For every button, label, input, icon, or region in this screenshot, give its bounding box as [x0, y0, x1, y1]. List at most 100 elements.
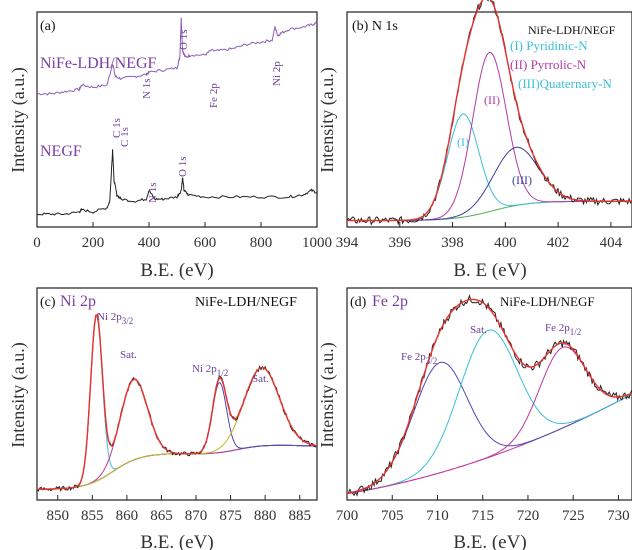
- panel-a-x-ticks: 0 200 400 600 800 1000: [33, 222, 332, 251]
- panel-b-xlabel: B. E (eV): [453, 260, 526, 281]
- panel-d-x-tick-label-2: 710: [426, 508, 449, 524]
- panel-b-ylabel: Intensity (a.u.): [317, 67, 338, 172]
- panel-b-series: [346, 0, 632, 226]
- panel-c-xlabel: B.E. (eV): [140, 532, 213, 550]
- panel-a-peak-c1s-bottom: C 1s: [119, 127, 131, 147]
- panel-a-ylabel: Intensity (a.u.): [8, 67, 29, 172]
- panel-a-peak-c1s-top: C 1s: [111, 118, 123, 138]
- panel-c-peak-ni2p32-sub: 3/2: [122, 316, 134, 326]
- panel-c-peak-ni2p12: Ni 2p1/2: [192, 363, 228, 378]
- panel-c-peak-ni2p32-main: Ni 2p: [97, 311, 122, 323]
- panel-c-peak-ni2p12-sub: 1/2: [217, 368, 229, 378]
- panel-d-peak-sat: Sat.: [470, 324, 487, 336]
- panel-a-survey: 0 200 400 600 800 1000 (a) NiFe-LDH/NEGF NEGF…: [8, 11, 332, 281]
- panel-d-element: Fe 2p: [372, 293, 408, 310]
- panel-b-title: NiFe-LDH/NEGF: [528, 23, 616, 37]
- panel-a-series: [36, 17, 318, 216]
- panel-a-series-line-1: [36, 149, 318, 216]
- panel-a-peak-n1s-bottom: N 1s: [147, 183, 159, 203]
- panel-c-x-tick-label-5: 875: [219, 508, 242, 524]
- panel-d-peak-fe2p32: Fe 2p3/2: [401, 351, 437, 366]
- panel-d-peak-fe2p32-main: Fe 2p: [401, 351, 426, 363]
- panel-c-component-1: [36, 378, 317, 490]
- panel-a-peak-fe2p-top: Fe 2p: [208, 83, 220, 108]
- panel-a-series-line-0: [36, 17, 318, 96]
- panel-b-x-ticks: 394 396 398 400 402 404: [336, 222, 623, 251]
- panel-c-peak-ni2p32: Ni 2p3/2: [97, 311, 133, 326]
- panel-c-background: [36, 444, 317, 490]
- panel-d-component-0: [346, 361, 632, 494]
- panel-a-x-tick-label-0: 0: [33, 235, 41, 251]
- panel-c-axes-frame: [36, 287, 318, 501]
- panel-d-x-ticks: 700 705 710 715 720 725 730: [336, 495, 630, 524]
- panel-d-title: NiFe-LDH/NEGF: [500, 294, 595, 309]
- panel-d-ylabel: Intensity (a.u.): [317, 342, 338, 447]
- panel-a-peak-ni2p-top: Ni 2p: [271, 61, 283, 86]
- panel-a-series-label-bottom: NEGF: [40, 143, 82, 160]
- panel-a-x-tick-label-4: 800: [250, 235, 273, 251]
- panel-c-x-tick-label-1: 855: [81, 508, 104, 524]
- panel-d-x-tick-label-4: 720: [517, 508, 540, 524]
- panel-b-legend-quaternary: (III)Quaternary-N: [518, 76, 612, 91]
- panel-a-label: (a): [40, 19, 56, 34]
- panel-c-ylabel: Intensity (a.u.): [8, 342, 29, 447]
- panel-b-legend-pyrrolic: (II) Pyrrolic-N: [510, 57, 587, 72]
- panel-c-label: (c): [40, 295, 56, 310]
- panel-d-envelope-fit: [346, 298, 632, 495]
- panel-c-component-2: [36, 382, 317, 490]
- panel-a-x-tick-label-1: 200: [82, 235, 105, 251]
- panel-b-axes-frame: [346, 11, 632, 228]
- panel-c-x-tick-label-2: 860: [116, 508, 139, 524]
- panel-c-element: Ni 2p: [60, 293, 96, 310]
- panel-c-x-tick-label-0: 850: [46, 508, 69, 524]
- panel-c-peak-sat1: Sat.: [120, 349, 137, 361]
- panel-c-x-tick-label-3: 865: [150, 508, 173, 524]
- panel-b-envelope-fit: [347, 0, 632, 222]
- panel-b-x-tick-label-1: 396: [389, 235, 412, 251]
- panel-c-series: [36, 313, 318, 492]
- panel-a-x-tick-label-5: 1000: [302, 235, 332, 251]
- panel-a-x-tick-label-3: 600: [194, 235, 217, 251]
- panel-c-component-0: [36, 316, 317, 490]
- panel-d-x-tick-label-0: 700: [336, 508, 359, 524]
- panel-b-x-tick-label-0: 394: [336, 235, 359, 251]
- panel-b-x-tick-label-5: 404: [600, 235, 623, 251]
- panel-c-x-ticks: 850 855 860 865 870 875 880 885: [46, 495, 311, 524]
- panel-b-label: (b) N 1s: [352, 19, 398, 34]
- panel-b-x-tick-label-4: 402: [547, 235, 570, 251]
- panel-c-x-tick-label-4: 870: [185, 508, 208, 524]
- panel-b-x-tick-label-2: 398: [441, 235, 464, 251]
- panel-b-legend-pyridinic: (I) Pyridinic-N: [510, 38, 588, 53]
- panel-d-peak-fe2p12: Fe 2p1/2: [545, 322, 581, 337]
- panel-b-x-tick-label-3: 400: [494, 235, 517, 251]
- panel-d-peak-fe2p32-sub: 3/2: [426, 356, 438, 366]
- panel-c-raw-data: [36, 314, 318, 492]
- panel-c-peak-sat2: Sat.: [252, 373, 269, 385]
- panel-d-fe2p: 700 705 710 715 720 725 730 (d) Fe 2p NiFe-LDH…: [317, 287, 632, 550]
- panel-a-x-tick-label-2: 400: [138, 235, 161, 251]
- panel-d-series: [346, 293, 632, 497]
- panel-b-component-2: [347, 146, 632, 221]
- panel-b-comp-label-1: (I): [457, 135, 469, 149]
- panel-d-peak-fe2p12-sub: 1/2: [570, 327, 582, 337]
- panel-a-series-label-top: NiFe-LDH/NEGF: [40, 55, 157, 72]
- panel-b-n1s: 394 396 398 400 402 404 (b) N 1s NiFe-LDH/NEG…: [317, 0, 632, 281]
- panel-d-label: (d): [350, 295, 367, 310]
- panel-d-background: [346, 393, 632, 495]
- panel-a-peak-o1s-top: O 1s: [178, 30, 190, 50]
- panel-d-axes-frame: [346, 287, 632, 501]
- panel-b-component-0: [347, 113, 632, 221]
- panel-d-peak-fe2p12-main: Fe 2p: [545, 322, 570, 334]
- panel-d-xlabel: B.E. (eV): [453, 532, 526, 550]
- panel-a-peak-n1s-top: N 1s: [141, 79, 153, 99]
- panel-d-component-1: [346, 329, 632, 495]
- panel-c-x-tick-label-6: 880: [254, 508, 277, 524]
- panel-d-x-tick-label-1: 705: [381, 508, 404, 524]
- panel-d-x-tick-label-5: 725: [562, 508, 585, 524]
- panel-c-title: NiFe-LDH/NEGF: [195, 295, 297, 310]
- panel-a-xlabel: B.E. (eV): [140, 260, 213, 281]
- panel-a-peak-o1s-bottom: O 1s: [177, 157, 189, 177]
- panel-b-comp-label-3: (III): [512, 173, 532, 187]
- panel-d-component-2: [346, 346, 632, 495]
